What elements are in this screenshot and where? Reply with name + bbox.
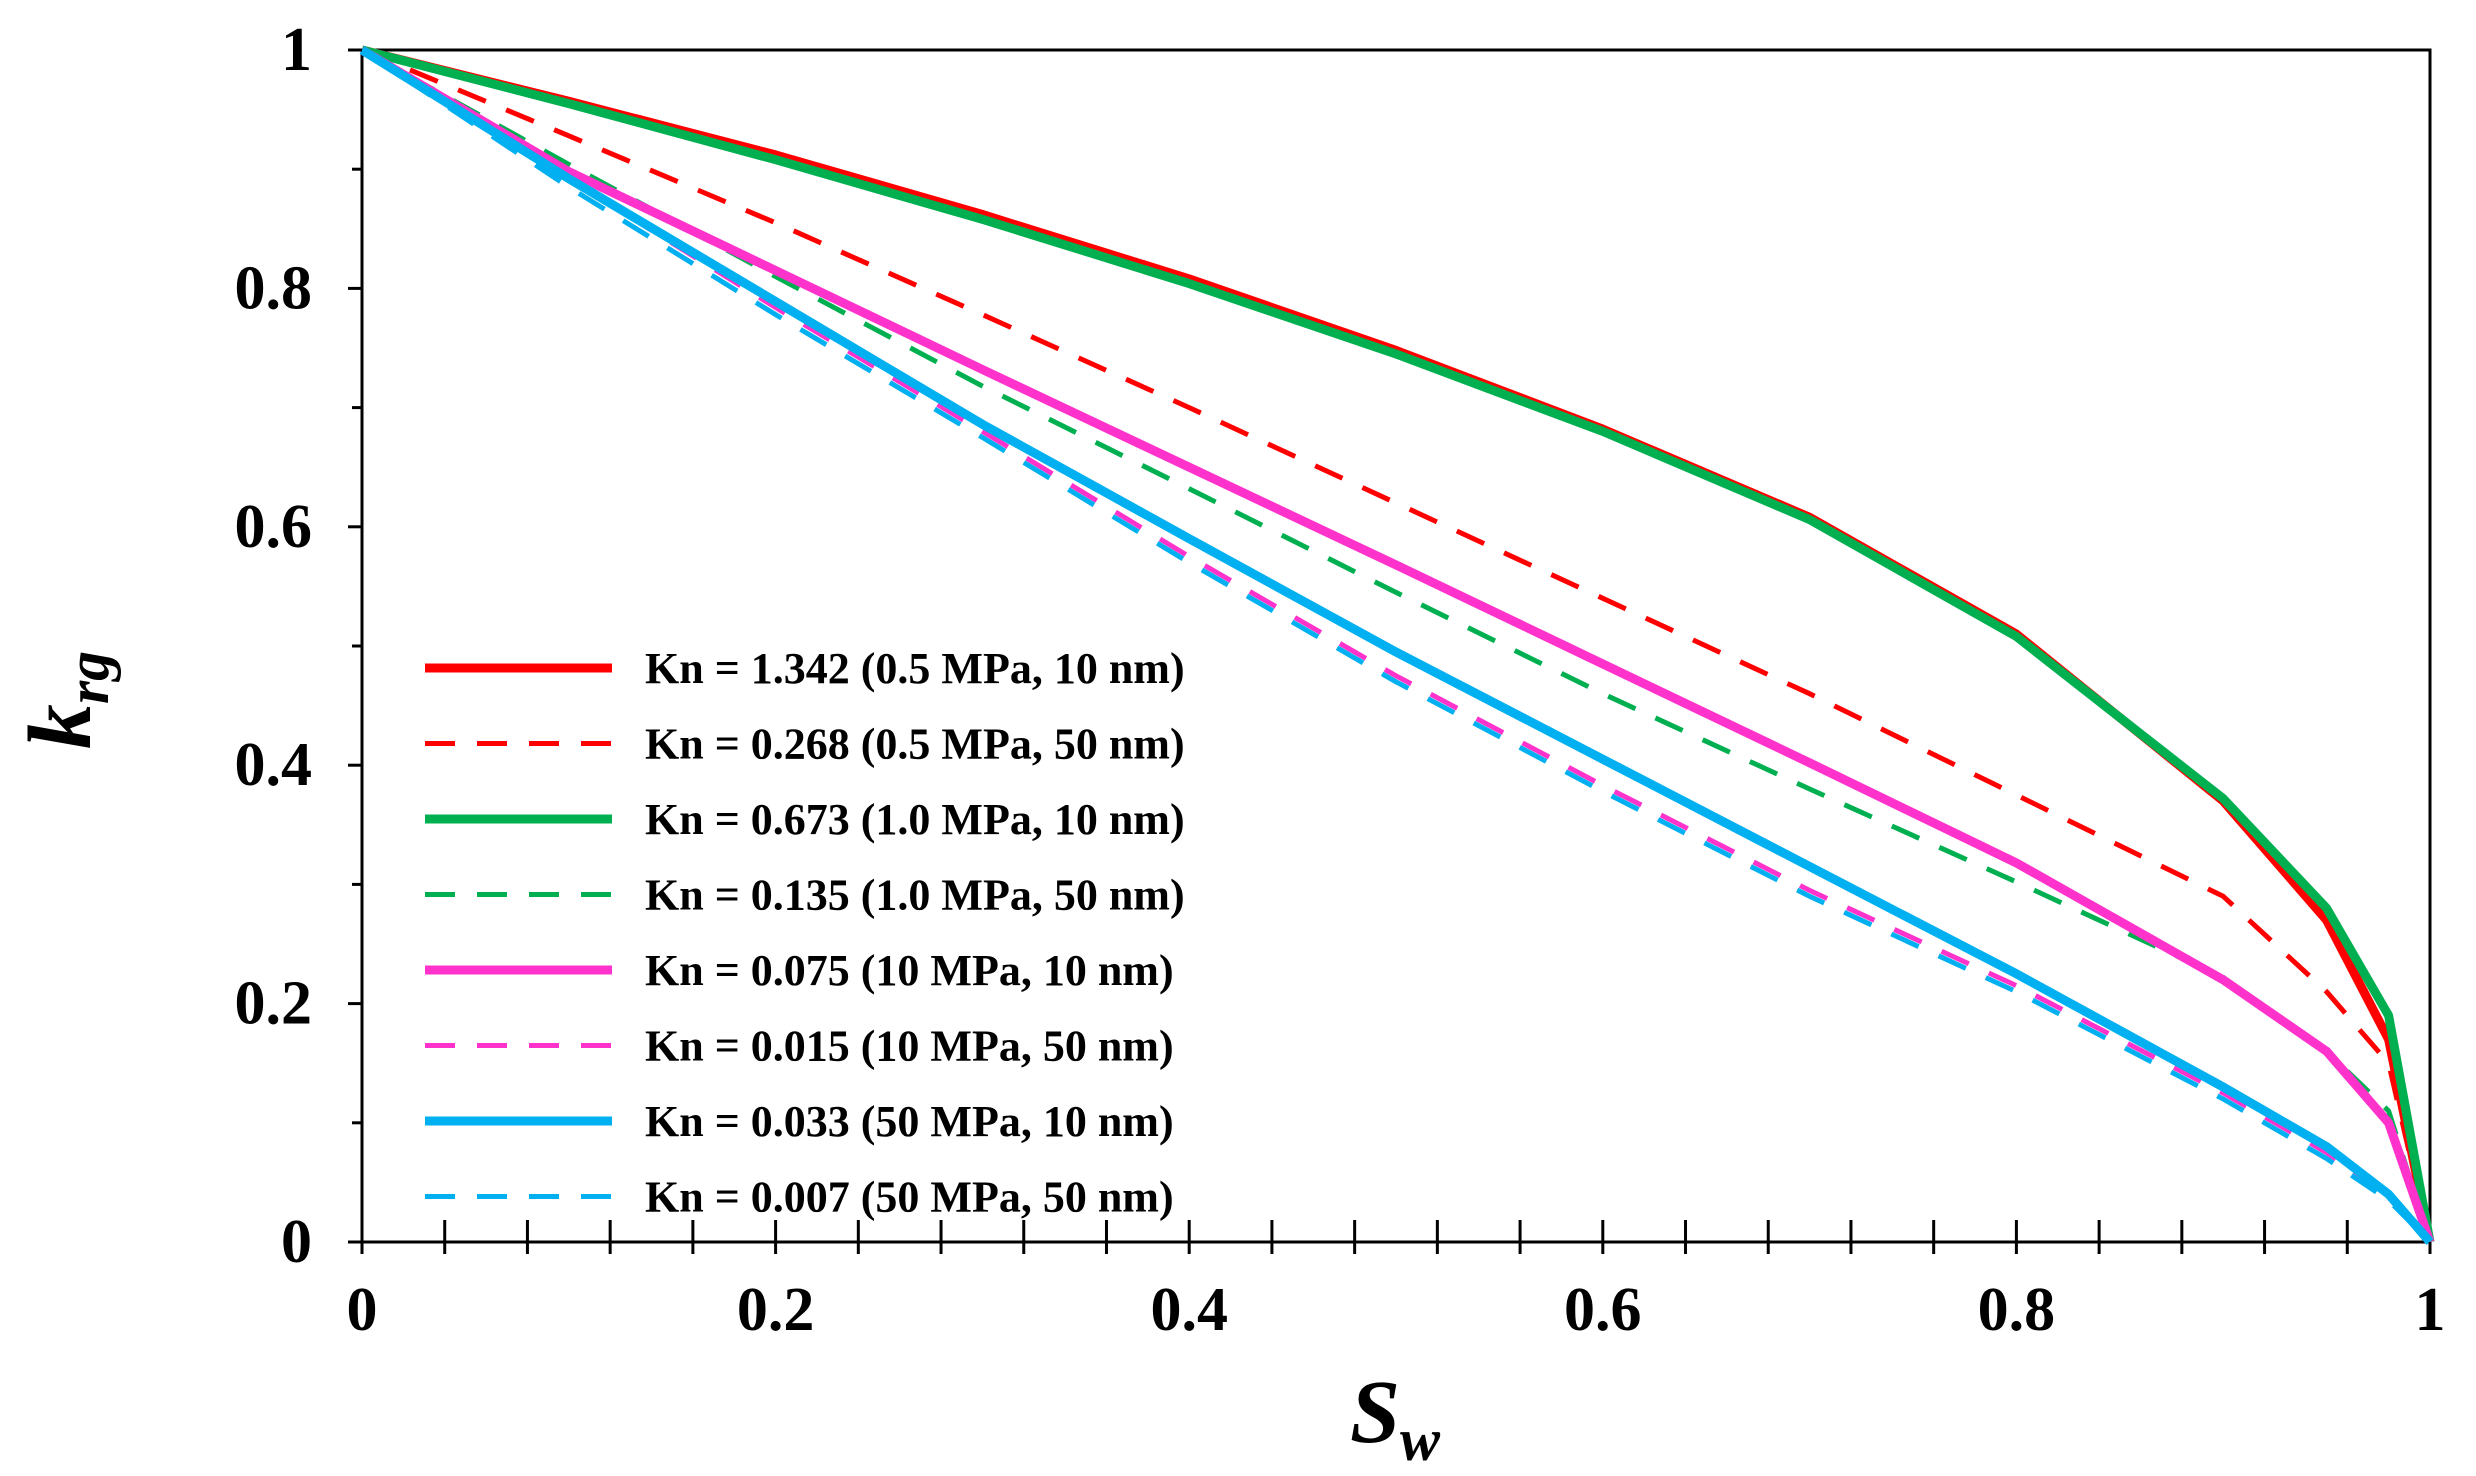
- series-line-7: [359, 46, 2434, 1245]
- legend-label-6: Kn = 0.015 (10 MPa, 50 nm): [645, 1022, 1174, 1071]
- legend-label-3: Kn = 0.673 (1.0 MPa, 10 nm): [645, 795, 1185, 844]
- legend-label-1: Kn = 1.342 (0.5 MPa, 10 nm): [645, 644, 1185, 693]
- y-tick-label: 0: [281, 1208, 312, 1276]
- legend-label-8: Kn = 0.007 (50 MPa, 50 nm): [645, 1173, 1174, 1222]
- series-line-6: [360, 47, 2432, 1244]
- legend: Kn = 1.342 (0.5 MPa, 10 nm) Kn = 0.268 (0…: [425, 644, 1185, 1222]
- legend-label-5: Kn = 0.075 (10 MPa, 10 nm): [645, 946, 1174, 995]
- y-tick-label: 0.6: [235, 493, 313, 561]
- series-line-8: [360, 47, 2432, 1244]
- y-tick-label: 0.8: [235, 254, 313, 322]
- x-tick-label: 0.4: [1150, 1276, 1228, 1344]
- y-axis-title: krg: [11, 651, 121, 749]
- series-layer: [359, 45, 2435, 1245]
- x-tick-label: 0: [347, 1276, 378, 1344]
- axes-layer: 0 0.2 0.4 0.6 0.8 1 0 0.2 0.4 0.6 0.8 1: [235, 16, 2446, 1344]
- x-axis-title: Sw: [1350, 1363, 1441, 1473]
- y-tick-label: 0.2: [235, 970, 313, 1038]
- legend-label-7: Kn = 0.033 (50 MPa, 10 nm): [645, 1097, 1174, 1146]
- legend-label-4: Kn = 0.135 (1.0 MPa, 50 nm): [645, 871, 1185, 920]
- plot-area: [360, 48, 2432, 1244]
- series-line-3: [360, 45, 2435, 1243]
- x-tick-label: 0.6: [1564, 1276, 1642, 1344]
- plot-frame: [360, 48, 2432, 1244]
- legend-label-2: Kn = 0.268 (0.5 MPa, 50 nm): [645, 720, 1185, 769]
- x-tick-label: 0.8: [1978, 1276, 2056, 1344]
- x-tick-label: 1: [2415, 1276, 2446, 1344]
- x-tick-label: 0.2: [737, 1276, 815, 1344]
- series-line-2: [361, 47, 2433, 1243]
- series-line-5: [359, 46, 2435, 1244]
- y-tick-label: 1: [281, 16, 312, 84]
- y-tick-label: 0.4: [235, 731, 313, 799]
